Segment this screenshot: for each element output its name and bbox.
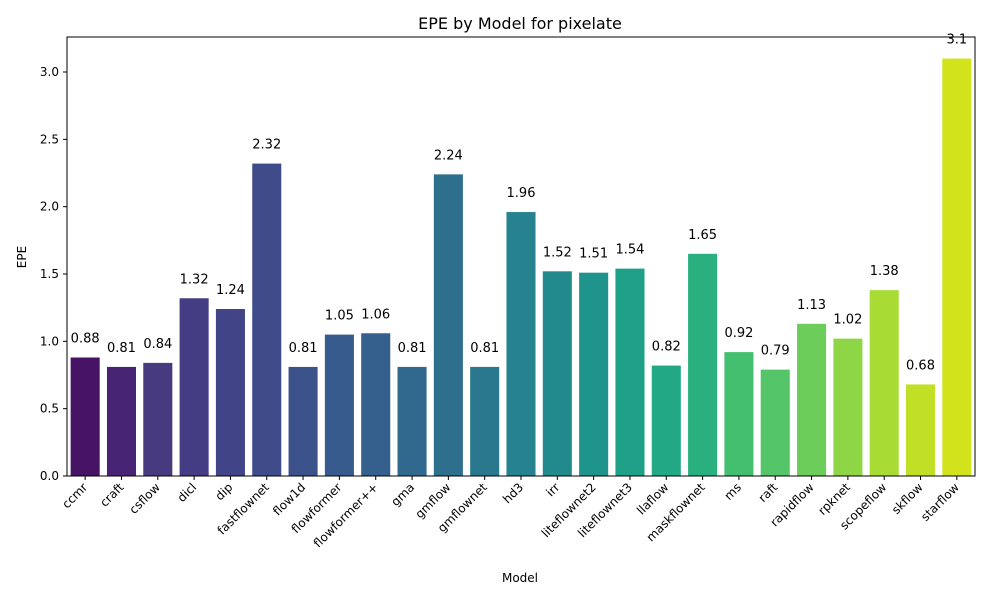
- data-label-flow1d: 0.81: [289, 341, 318, 356]
- data-label-hd3: 1.96: [507, 186, 536, 201]
- data-label-rpknet: 1.02: [833, 313, 862, 328]
- bar-liteflownet2: [579, 272, 609, 476]
- bar-flow1d: [288, 366, 318, 476]
- data-label-maskflownet: 1.65: [688, 228, 717, 243]
- bar-maskflownet: [688, 253, 718, 476]
- x-tick-label-dip: dip: [213, 480, 236, 503]
- bar-gma: [397, 366, 427, 476]
- data-label-ms: 0.92: [724, 326, 753, 341]
- x-tick-label-gma: gma: [388, 480, 417, 509]
- y-tick-label: 0.0: [40, 469, 59, 483]
- x-tick-label-ms: ms: [721, 480, 744, 503]
- bar-rapidflow: [797, 323, 827, 476]
- y-tick-label: 3.0: [40, 65, 59, 79]
- data-label-liteflownet2: 1.51: [579, 247, 608, 262]
- bar-dip: [215, 309, 245, 476]
- y-tick-label: 1.5: [40, 267, 59, 281]
- data-label-liteflownet3: 1.54: [615, 243, 644, 258]
- bar-scopeflow: [869, 290, 899, 476]
- bar-raft: [760, 369, 790, 476]
- y-tick-label: 2.0: [40, 200, 59, 214]
- data-label-fastflownet: 2.32: [252, 138, 281, 153]
- bar-ccmr: [70, 357, 100, 476]
- data-label-rapidflow: 1.13: [797, 298, 826, 313]
- data-label-flowformer++: 1.06: [361, 307, 390, 322]
- y-tick-label: 2.5: [40, 132, 59, 146]
- data-label-irr: 1.52: [543, 245, 572, 260]
- plot-frame: [66, 36, 976, 477]
- x-axis: ccmr craft csflow dicl dipfastflownetflow1df…: [59, 476, 962, 550]
- x-tick-label-starflow: starflow: [918, 480, 962, 524]
- bar-irr: [542, 271, 572, 476]
- data-label-flowformer: 1.05: [325, 309, 354, 324]
- data-label-dicl: 1.32: [180, 272, 209, 287]
- bar-liteflownet3: [615, 268, 645, 476]
- bar-csflow: [143, 362, 173, 476]
- x-tick-label-dicl: dicl: [175, 480, 200, 505]
- bar-craft: [106, 366, 137, 476]
- data-label-scopeflow: 1.38: [870, 264, 899, 279]
- bar-rpknet: [833, 338, 863, 476]
- bar-dicl: [179, 298, 209, 476]
- y-tick-label: 1.0: [40, 334, 59, 348]
- data-label-gmflownet: 0.81: [470, 341, 499, 356]
- x-tick-label-hd3: hd3: [500, 480, 526, 506]
- data-label-craft: 0.81: [107, 341, 136, 356]
- bar-flowformer++: [361, 333, 391, 476]
- data-label-gmflow: 2.24: [434, 148, 463, 163]
- data-label-dip: 1.24: [216, 283, 245, 298]
- bar-gmflow: [433, 174, 463, 477]
- y-axis-label: EPE: [15, 246, 29, 268]
- data-label-starflow: 3.1: [946, 33, 967, 48]
- bar-skflow: [905, 384, 936, 476]
- bar-fastflownet: [252, 163, 282, 476]
- data-label-raft: 0.79: [761, 344, 790, 359]
- x-tick-label-raft: raft: [756, 480, 781, 505]
- data-label-csflow: 0.84: [143, 337, 172, 352]
- data-label-skflow: 0.68: [906, 358, 935, 373]
- x-tick-label-craft: craft: [97, 480, 127, 510]
- x-tick-label-csflow: csflow: [126, 480, 163, 517]
- x-axis-label: Model: [502, 571, 538, 585]
- bar-starflow: [942, 58, 972, 477]
- chart-title: EPE by Model for pixelate: [418, 14, 622, 33]
- x-tick-label-flowformer++: flowformer++: [311, 480, 381, 550]
- bar-flowformer: [324, 334, 354, 476]
- data-label-gma: 0.81: [398, 341, 427, 356]
- y-tick-label: 0.5: [40, 402, 59, 416]
- x-tick-label-ccmr: ccmr: [59, 480, 90, 511]
- x-tick-label-irr: irr: [543, 480, 562, 499]
- data-labels-layer: 0.88 0.81 0.84 1.32 1.24 2.32 0.81 1.05 1.06 0.81…: [71, 33, 968, 374]
- bar-hd3: [506, 212, 536, 476]
- bar-ms: [724, 352, 754, 476]
- y-axis: 0.0 0.5 1.0 1.5 2.0 2.5 3.0: [40, 65, 67, 483]
- bars-layer: [70, 58, 972, 477]
- bar-llaflow: [651, 365, 681, 476]
- data-label-llaflow: 0.82: [652, 340, 681, 355]
- data-label-ccmr: 0.88: [71, 332, 100, 347]
- bar-gmflownet: [470, 366, 500, 476]
